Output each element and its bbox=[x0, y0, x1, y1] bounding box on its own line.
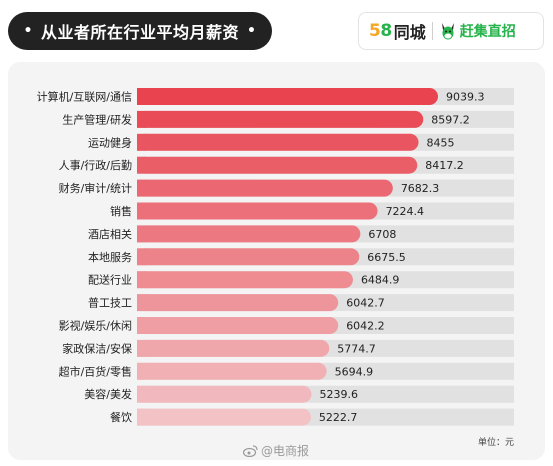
value-label: 8455 bbox=[427, 136, 455, 149]
category-label: 本地服务 bbox=[88, 250, 132, 264]
category-label: 配送行业 bbox=[88, 273, 132, 287]
category-label: 财务/审计/统计 bbox=[59, 181, 132, 195]
value-label: 6484.9 bbox=[361, 274, 400, 287]
logo-ganjizhizhao: 赶集直招 bbox=[459, 24, 516, 40]
category-label: 生产管理/研发 bbox=[62, 112, 132, 126]
bar bbox=[137, 133, 419, 151]
watermark-text: @电商报 bbox=[261, 444, 310, 458]
logo-58-eight: 8 bbox=[380, 21, 392, 41]
value-label: 5774.7 bbox=[337, 342, 376, 355]
bar bbox=[137, 339, 330, 357]
bar-left-cap bbox=[137, 339, 146, 357]
value-label: 6708 bbox=[368, 228, 396, 241]
value-label: 5239.6 bbox=[319, 388, 358, 401]
chart-card: 计算机/互联网/通信 9039.3 生产管理/研发 8597.2 运动健身 8455 人事/… bbox=[8, 62, 545, 460]
bar-left-cap bbox=[137, 179, 146, 197]
chart-title-banner: • 从业者所在行业平均月薪资 • bbox=[8, 12, 272, 50]
logo-tongcheng: 同城 bbox=[393, 23, 426, 42]
category-label: 运动健身 bbox=[88, 135, 132, 149]
value-label: 5694.9 bbox=[335, 365, 374, 378]
category-label: 家政保洁/安保 bbox=[62, 341, 132, 355]
logo-58: 58 bbox=[369, 21, 392, 41]
category-label: 销售 bbox=[110, 204, 132, 218]
value-label: 7224.4 bbox=[386, 205, 425, 218]
unit-label: 单位：元 bbox=[478, 438, 515, 448]
bar bbox=[137, 385, 312, 403]
salary-bar-chart: 计算机/互联网/通信 9039.3 生产管理/研发 8597.2 运动健身 8455 人事/… bbox=[37, 88, 514, 426]
bar bbox=[137, 156, 418, 174]
value-label: 6675.5 bbox=[367, 251, 406, 264]
bar bbox=[137, 202, 378, 220]
bar-left-cap bbox=[137, 294, 146, 312]
bar bbox=[137, 294, 339, 312]
category-label: 美容/美发 bbox=[84, 387, 132, 401]
category-label: 计算机/互联网/通信 bbox=[37, 90, 132, 104]
bar bbox=[137, 110, 424, 128]
bar-left-cap bbox=[137, 110, 146, 128]
chart-title: 从业者所在行业平均月薪资 bbox=[40, 23, 239, 42]
weibo-watermark: @电商报 bbox=[243, 442, 309, 459]
bar-left-cap bbox=[137, 271, 146, 289]
brand-logo-box: 58 同城 赶集直招 bbox=[358, 12, 544, 50]
logo-divider bbox=[431, 22, 433, 40]
donkey-logo-icon bbox=[441, 23, 454, 40]
category-label: 普工技工 bbox=[88, 296, 132, 310]
category-label: 酒店相关 bbox=[88, 227, 132, 241]
bar-left-cap bbox=[137, 156, 146, 174]
category-label: 超市/百货/零售 bbox=[59, 364, 132, 378]
bar bbox=[137, 88, 438, 105]
title-dot-right: • bbox=[247, 23, 257, 39]
bar bbox=[137, 248, 360, 266]
weibo-icon bbox=[243, 444, 258, 457]
bar-left-cap bbox=[137, 317, 146, 334]
value-label: 7682.3 bbox=[401, 182, 440, 195]
value-label: 6042.7 bbox=[346, 297, 385, 310]
title-dot-left: • bbox=[23, 23, 33, 39]
bar bbox=[137, 408, 311, 426]
category-label: 餐饮 bbox=[110, 410, 132, 424]
value-label: 8597.2 bbox=[431, 113, 470, 126]
value-label: 8417.2 bbox=[425, 159, 464, 172]
bar-left-cap bbox=[137, 408, 146, 426]
bar-left-cap bbox=[137, 88, 146, 105]
bar-left-cap bbox=[137, 133, 146, 151]
bar bbox=[137, 179, 393, 197]
bar-left-cap bbox=[137, 385, 146, 403]
value-label: 9039.3 bbox=[446, 91, 485, 104]
category-label: 影视/娱乐/休闲 bbox=[59, 319, 132, 333]
value-label: 6042.2 bbox=[346, 320, 385, 333]
category-label: 人事/行政/后勤 bbox=[59, 158, 132, 172]
bar-left-cap bbox=[137, 225, 146, 243]
value-label: 5222.7 bbox=[319, 411, 358, 424]
bar bbox=[137, 362, 327, 380]
bar bbox=[137, 225, 361, 243]
bar-left-cap bbox=[137, 362, 146, 380]
logo-58-five: 5 bbox=[369, 21, 381, 41]
bar bbox=[137, 271, 353, 289]
bar bbox=[137, 317, 339, 334]
bar-left-cap bbox=[137, 248, 146, 266]
bar-left-cap bbox=[137, 202, 146, 220]
